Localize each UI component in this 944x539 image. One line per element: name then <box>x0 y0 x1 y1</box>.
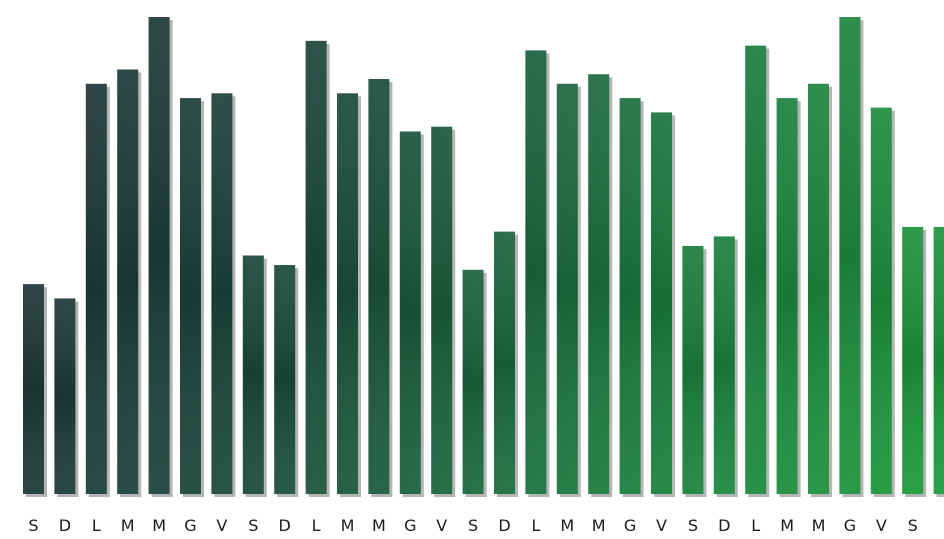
bar-sheen <box>870 107 892 494</box>
bar-group <box>870 107 895 497</box>
bar-sheen <box>399 131 421 495</box>
x-tick-label: M <box>560 516 574 535</box>
x-tick-label: M <box>372 516 386 535</box>
bar-group <box>682 245 707 497</box>
bar-sheen <box>180 98 201 494</box>
x-tick-label: V <box>656 516 667 535</box>
bar-sheen <box>619 98 641 494</box>
bar-sheen <box>808 83 829 494</box>
bar-group <box>588 74 613 498</box>
bar-sheen <box>274 265 296 494</box>
x-tick-label: G <box>844 516 856 535</box>
bar-group <box>242 255 267 497</box>
bar-group <box>337 93 361 497</box>
bar-group <box>305 40 330 497</box>
x-tick-label: M <box>121 516 135 535</box>
bar-sheen <box>337 93 358 494</box>
bar-sheen <box>776 98 798 494</box>
bar-sheen <box>211 93 233 494</box>
bar-group <box>651 112 675 498</box>
x-tick-label: M <box>152 516 166 535</box>
bar-sheen <box>494 231 515 494</box>
x-tick-label: S <box>908 516 918 535</box>
bar-sheen <box>839 17 861 494</box>
bar-sheen <box>54 298 76 494</box>
bar-sheen <box>525 50 547 494</box>
bar-sheen <box>933 226 944 494</box>
x-tick-label: D <box>498 516 510 535</box>
x-tick-label: V <box>876 516 887 535</box>
x-tick-label: L <box>531 516 540 535</box>
x-tick-label: M <box>780 516 794 535</box>
bar-group <box>745 45 770 498</box>
bar-sheen <box>745 45 767 495</box>
bar-group <box>431 126 456 497</box>
x-tick-label: S <box>248 516 258 535</box>
bar-sheen <box>117 69 139 494</box>
x-tick-label: G <box>184 516 196 535</box>
bar-sheen <box>462 269 484 494</box>
bar-group <box>619 98 644 497</box>
x-tick-label: G <box>624 516 636 535</box>
bar-sheen <box>242 255 264 494</box>
bar-group <box>494 231 518 497</box>
x-tick-label: D <box>59 516 71 535</box>
bar-sheen <box>556 83 578 494</box>
bar-group <box>556 83 581 497</box>
bars-layer <box>23 17 944 498</box>
bar-sheen <box>713 236 735 495</box>
x-tick-label: S <box>688 516 698 535</box>
bar-sheen <box>85 83 107 494</box>
bar-group <box>933 226 944 497</box>
x-tick-label: L <box>312 516 321 535</box>
bar-sheen <box>588 74 610 495</box>
bar-group <box>85 83 110 497</box>
x-tick-label: D <box>718 516 730 535</box>
bar-sheen <box>902 226 924 494</box>
x-tick-label: S <box>28 516 38 535</box>
x-tick-label: V <box>216 516 227 535</box>
x-tick-label: S <box>468 516 478 535</box>
x-tick-label: L <box>92 516 101 535</box>
bar-sheen <box>651 112 672 495</box>
bar-group <box>776 98 801 497</box>
bar-sheen <box>23 284 44 494</box>
bar-group <box>54 298 79 497</box>
x-tick-label: D <box>279 516 291 535</box>
bar-group <box>148 17 173 497</box>
x-tick-label: V <box>436 516 447 535</box>
x-tick-label: M <box>812 516 826 535</box>
bar-group <box>117 69 142 497</box>
x-tick-label: G <box>404 516 416 535</box>
bar-group <box>902 226 927 497</box>
bar-group <box>23 284 47 497</box>
bar-group <box>839 17 864 497</box>
bar-group <box>180 98 204 497</box>
bar-group <box>399 131 424 498</box>
bar-group <box>808 83 832 497</box>
bar-group <box>713 236 738 498</box>
x-tick-label: M <box>592 516 606 535</box>
bar-group <box>525 50 550 497</box>
bar-sheen <box>682 245 704 494</box>
bar-group <box>368 79 393 497</box>
x-tick-label: L <box>751 516 760 535</box>
bar-group <box>211 93 236 497</box>
bar-sheen <box>431 126 453 495</box>
bar-sheen <box>305 40 327 494</box>
bar-group <box>462 269 487 497</box>
bar-group <box>274 265 299 497</box>
bar-sheen <box>148 17 170 494</box>
bar-sheen <box>368 79 390 494</box>
x-tick-label: M <box>341 516 355 535</box>
